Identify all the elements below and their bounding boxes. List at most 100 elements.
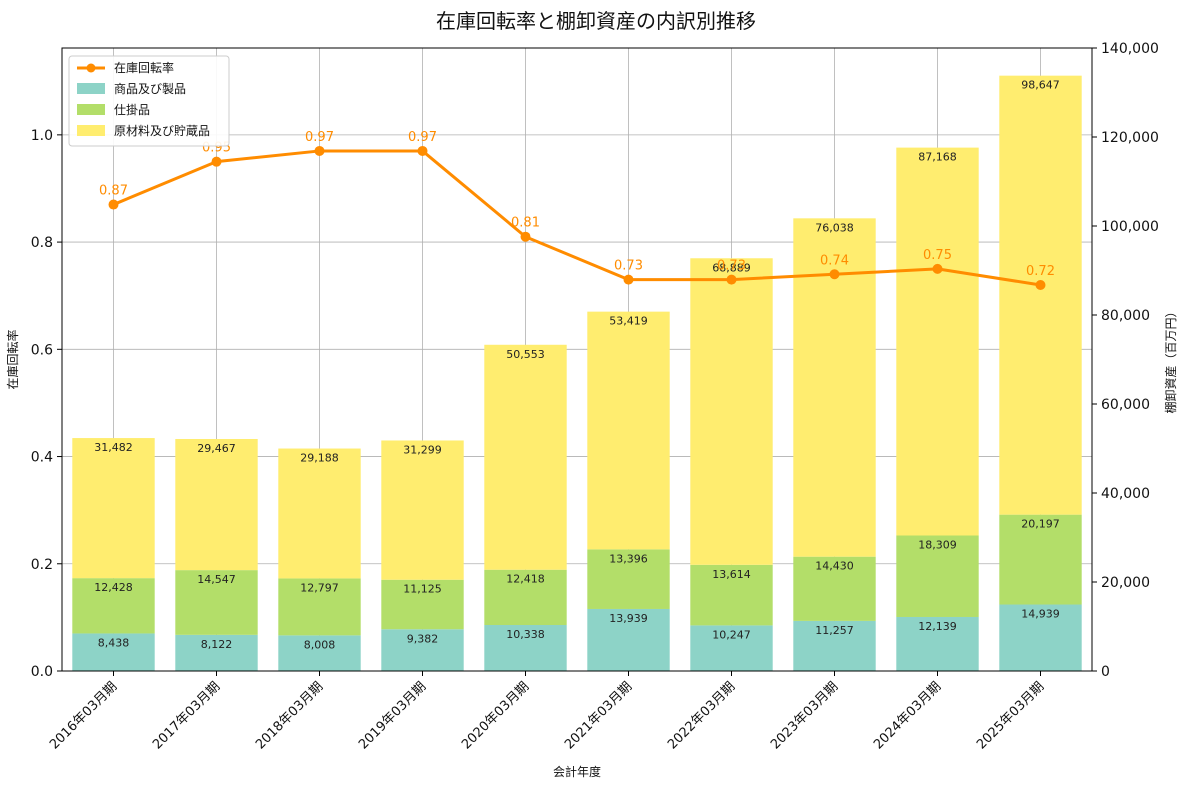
bar-商品及び製品-9 <box>999 604 1082 671</box>
legend-label-3: 原材料及び貯蔵品 <box>114 124 210 138</box>
bar-商品及び製品-4 <box>484 624 567 671</box>
left-tick-label-4: 0.8 <box>31 235 53 251</box>
bar-label-仕掛品-4: 12,418 <box>506 573 545 586</box>
line-point-2 <box>314 145 325 156</box>
legend-swatch-1 <box>77 83 105 94</box>
line-label-0: 0.87 <box>99 184 128 199</box>
bar-商品及び製品-2 <box>278 635 361 671</box>
line-label-7: 0.74 <box>820 253 849 268</box>
line-label-3: 0.97 <box>408 130 437 145</box>
bar-label-仕掛品-6: 13,614 <box>712 568 751 581</box>
right-tick-label-6: 120,000 <box>1101 130 1159 146</box>
bar-原材料及び貯蔵品-8 <box>896 147 979 536</box>
line-point-7 <box>829 269 840 280</box>
line-label-5: 0.73 <box>614 259 643 274</box>
bar-仕掛品-8 <box>896 535 979 617</box>
legend-label-0: 在庫回転率 <box>114 60 174 75</box>
y-axis-right-title: 棚卸資産（百万円） <box>1163 305 1178 413</box>
bar-原材料及び貯蔵品-0 <box>72 438 155 579</box>
bar-label-原材料及び貯蔵品-4: 50,553 <box>506 348 545 361</box>
bar-label-商品及び製品-9: 14,939 <box>1021 608 1060 621</box>
bar-label-原材料及び貯蔵品-0: 31,482 <box>94 441 133 454</box>
bar-label-商品及び製品-5: 13,939 <box>609 612 648 625</box>
bar-label-仕掛品-3: 11,125 <box>403 583 442 596</box>
bars-layer: 8,438 8,122 8,008 9,382 10,338 13,939 10,247 11… <box>72 75 1082 671</box>
bar-商品及び製品-7 <box>793 620 876 671</box>
bar-仕掛品-7 <box>793 556 876 621</box>
bar-仕掛品-2 <box>278 578 361 636</box>
right-tick-label-3: 60,000 <box>1101 397 1150 413</box>
x-tick-label-6: 2022年03月期 <box>665 679 738 752</box>
bar-仕掛品-1 <box>175 570 258 635</box>
right-tick-label-2: 40,000 <box>1101 486 1150 502</box>
bar-原材料及び貯蔵品-3 <box>381 440 464 580</box>
line-point-5 <box>623 274 634 285</box>
line-label-6: 0.73 <box>717 259 746 274</box>
x-tick-label-4: 2020年03月期 <box>459 679 532 752</box>
x-tick-label-3: 2019年03月期 <box>356 679 429 752</box>
bar-仕掛品-0 <box>72 578 155 634</box>
bar-商品及び製品-8 <box>896 616 979 671</box>
line-series-turnover <box>112 149 1041 287</box>
left-tick-label-1: 0.2 <box>31 557 53 573</box>
line-label-2: 0.97 <box>305 130 334 145</box>
bar-label-商品及び製品-2: 8,008 <box>304 638 336 651</box>
x-tick-label-8: 2024年03月期 <box>871 679 944 752</box>
bar-label-原材料及び貯蔵品-1: 29,467 <box>197 442 236 455</box>
right-tick-label-4: 80,000 <box>1101 308 1150 324</box>
line-point-0 <box>108 199 119 210</box>
legend-swatch-3 <box>77 125 105 136</box>
right-tick-label-0: 0 <box>1101 664 1110 680</box>
line-point-4 <box>520 231 531 242</box>
bar-label-原材料及び貯蔵品-3: 31,299 <box>403 443 442 456</box>
bar-原材料及び貯蔵品-4 <box>484 344 567 570</box>
bar-label-原材料及び貯蔵品-9: 98,647 <box>1021 79 1060 92</box>
bar-label-商品及び製品-7: 11,257 <box>815 624 854 637</box>
bar-label-原材料及び貯蔵品-6: 68,889 <box>712 261 751 274</box>
x-tick-label-7: 2023年03月期 <box>768 679 841 752</box>
bar-原材料及び貯蔵品-2 <box>278 448 361 579</box>
bar-仕掛品-3 <box>381 579 464 630</box>
legend-swatch-marker <box>86 63 96 73</box>
bar-商品及び製品-1 <box>175 634 258 671</box>
bar-label-商品及び製品-1: 8,122 <box>201 638 233 651</box>
line-label-4: 0.81 <box>511 216 540 231</box>
bar-label-商品及び製品-0: 8,438 <box>98 636 130 649</box>
bar-仕掛品-5 <box>587 549 670 609</box>
bar-label-仕掛品-8: 18,309 <box>918 539 957 552</box>
bar-label-仕掛品-7: 14,430 <box>815 560 854 573</box>
left-tick-label-5: 1.0 <box>31 128 53 144</box>
bar-仕掛品-9 <box>999 514 1082 605</box>
bar-label-仕掛品-0: 12,428 <box>94 581 133 594</box>
bar-仕掛品-4 <box>484 569 567 625</box>
bar-label-仕掛品-1: 14,547 <box>197 573 236 586</box>
right-tick-label-1: 20,000 <box>1101 575 1150 591</box>
bar-label-仕掛品-5: 13,396 <box>609 552 648 565</box>
legend-swatch-2 <box>77 104 105 115</box>
bar-label-仕掛品-2: 12,797 <box>300 581 339 594</box>
bar-label-商品及び製品-4: 10,338 <box>506 628 545 641</box>
bar-原材料及び貯蔵品-9 <box>999 75 1082 515</box>
line-point-8 <box>932 263 943 274</box>
x-tick-label-9: 2025年03月期 <box>974 679 1047 752</box>
bar-原材料及び貯蔵品-6 <box>690 258 773 565</box>
bar-label-商品及び製品-6: 10,247 <box>712 628 751 641</box>
bar-商品及び製品-3 <box>381 629 464 671</box>
bar-label-原材料及び貯蔵品-2: 29,188 <box>300 452 339 465</box>
x-tick-label-5: 2021年03月期 <box>562 679 635 752</box>
left-tick-label-0: 0.0 <box>31 664 53 680</box>
right-tick-label-5: 100,000 <box>1101 219 1159 235</box>
line-point-6 <box>726 274 737 285</box>
legend-label-2: 仕掛品 <box>114 102 150 117</box>
bar-label-原材料及び貯蔵品-8: 87,168 <box>918 151 957 164</box>
bar-label-仕掛品-9: 20,197 <box>1021 518 1060 531</box>
x-tick-label-1: 2017年03月期 <box>150 679 223 752</box>
left-tick-label-3: 0.6 <box>31 342 53 358</box>
bar-商品及び製品-0 <box>72 633 155 671</box>
right-tick-label-7: 140,000 <box>1101 41 1159 57</box>
plot-frame <box>61 47 1093 672</box>
line-label-8: 0.75 <box>923 248 952 263</box>
